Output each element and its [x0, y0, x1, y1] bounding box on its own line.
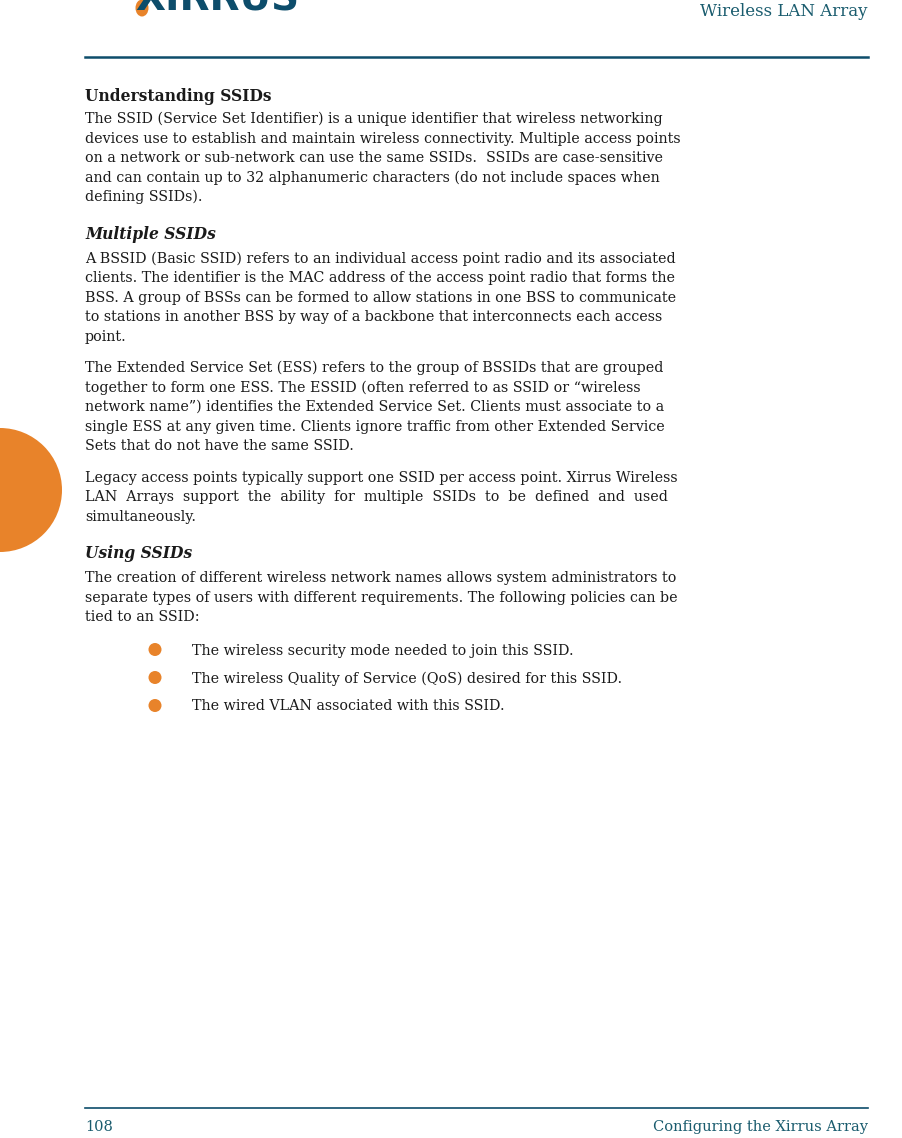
Text: The Extended Service Set (ESS) refers to the group of BSSIDs that are grouped: The Extended Service Set (ESS) refers to…	[85, 361, 663, 376]
Text: The wired VLAN associated with this SSID.: The wired VLAN associated with this SSID…	[192, 700, 504, 714]
Text: defining SSIDs).: defining SSIDs).	[85, 190, 202, 205]
Circle shape	[148, 643, 161, 655]
Text: together to form one ESS. The ESSID (often referred to as SSID or “wireless: together to form one ESS. The ESSID (oft…	[85, 380, 640, 395]
Text: BSS. A group of BSSs can be formed to allow stations in one BSS to communicate: BSS. A group of BSSs can be formed to al…	[85, 290, 676, 305]
Circle shape	[148, 699, 161, 712]
Text: Understanding SSIDs: Understanding SSIDs	[85, 88, 272, 105]
Text: Using SSIDs: Using SSIDs	[85, 545, 192, 562]
Text: clients. The identifier is the MAC address of the access point radio that forms : clients. The identifier is the MAC addre…	[85, 271, 675, 284]
Text: The wireless Quality of Service (QoS) desired for this SSID.: The wireless Quality of Service (QoS) de…	[192, 671, 621, 686]
Text: The creation of different wireless network names allows system administrators to: The creation of different wireless netwo…	[85, 571, 676, 585]
Circle shape	[148, 671, 161, 684]
Text: Multiple SSIDs: Multiple SSIDs	[85, 225, 216, 242]
Text: The SSID (Service Set Identifier) is a unique identifier that wireless networkin: The SSID (Service Set Identifier) is a u…	[85, 112, 662, 126]
Text: devices use to establish and maintain wireless connectivity. Multiple access poi: devices use to establish and maintain wi…	[85, 132, 680, 146]
Text: point.: point.	[85, 330, 126, 344]
Text: Legacy access points typically support one SSID per access point. Xirrus Wireles: Legacy access points typically support o…	[85, 470, 676, 485]
Text: A BSSID (Basic SSID) refers to an individual access point radio and its associat: A BSSID (Basic SSID) refers to an indivi…	[85, 251, 675, 266]
Text: The wireless security mode needed to join this SSID.: The wireless security mode needed to joi…	[192, 643, 573, 658]
Text: tied to an SSID:: tied to an SSID:	[85, 610, 199, 624]
Text: to stations in another BSS by way of a backbone that interconnects each access: to stations in another BSS by way of a b…	[85, 310, 661, 324]
Text: and can contain up to 32 alphanumeric characters (do not include spaces when: and can contain up to 32 alphanumeric ch…	[85, 171, 659, 184]
Text: LAN  Arrays  support  the  ability  for  multiple  SSIDs  to  be  defined  and  : LAN Arrays support the ability for multi…	[85, 490, 667, 504]
Text: Wireless LAN Array: Wireless LAN Array	[700, 3, 867, 20]
Text: separate types of users with different requirements. The following policies can : separate types of users with different r…	[85, 591, 676, 604]
Text: on a network or sub-network can use the same SSIDs.  SSIDs are case-sensitive: on a network or sub-network can use the …	[85, 151, 662, 165]
Text: Sets that do not have the same SSID.: Sets that do not have the same SSID.	[85, 439, 354, 453]
Circle shape	[0, 428, 62, 552]
Ellipse shape	[135, 0, 148, 16]
Text: 108: 108	[85, 1120, 113, 1133]
Text: single ESS at any given time. Clients ignore traffic from other Extended Service: single ESS at any given time. Clients ig…	[85, 420, 664, 434]
Text: Configuring the Xirrus Array: Configuring the Xirrus Array	[652, 1120, 867, 1133]
Text: network name”) identifies the Extended Service Set. Clients must associate to a: network name”) identifies the Extended S…	[85, 399, 663, 414]
Text: simultaneously.: simultaneously.	[85, 510, 196, 523]
Text: XIRRUS: XIRRUS	[135, 0, 299, 18]
